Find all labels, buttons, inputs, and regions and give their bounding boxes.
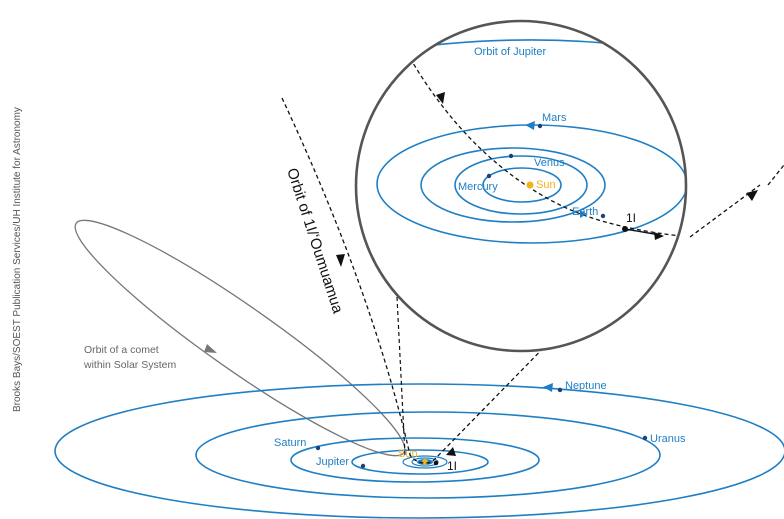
inset-sun-dot — [526, 181, 534, 189]
inset-sun-label: Sun — [536, 179, 556, 191]
inset-jupiter-label: Orbit of Jupiter — [474, 46, 546, 58]
inset-venus-dot — [508, 153, 514, 159]
uranus-dot — [642, 435, 648, 441]
inset-earth-label: Earth — [572, 206, 598, 218]
neptune-label: Neptune — [565, 380, 607, 392]
saturn-orbit — [290, 437, 540, 483]
comet-direction-arrow — [204, 344, 217, 353]
object-label-outer: 1I — [447, 459, 457, 473]
inset-mercury-orbit — [482, 167, 562, 203]
inset-ring — [354, 19, 688, 353]
inset-object-label: 1I — [626, 211, 636, 225]
inset-venus-orbit — [454, 155, 588, 215]
jupiter-label-outer: Jupiter — [316, 456, 349, 468]
outbound-trajectory-top — [767, 164, 784, 186]
inset-mercury-label: Mercury — [458, 181, 498, 193]
uranus-label: Uranus — [650, 433, 686, 445]
neptune-dot — [557, 387, 563, 393]
inset-trajectory-arrow-top — [436, 92, 445, 104]
oumuamua-trajectory-outer — [281, 97, 601, 464]
inset-earth-arrow — [580, 210, 587, 218]
neptune-arrow — [543, 383, 553, 392]
credit-text: Brooks Bays/SOEST Publication Services/U… — [12, 107, 23, 412]
inset-mars-dot — [537, 123, 543, 129]
inset-mercury-dot — [486, 173, 492, 179]
oumuamua-dot-outer — [433, 460, 439, 466]
inset-object-dot — [622, 226, 628, 232]
inset-earth-orbit — [420, 147, 606, 223]
inner-orbit-small-1 — [402, 455, 448, 469]
saturn-label: Saturn — [274, 437, 306, 449]
inset-trajectory — [409, 57, 686, 239]
saturn-dot — [315, 445, 321, 451]
inset-venus-label: Venus — [534, 157, 565, 169]
comet-label-line2: within Solar System — [83, 359, 176, 371]
oumuamua-inbound-arrow — [336, 254, 345, 267]
jupiter-dot — [360, 463, 366, 469]
inset-projection-left — [396, 296, 406, 456]
outer-orbits — [54, 383, 784, 519]
sun-label-outer: Sun — [398, 448, 418, 460]
inset-background — [356, 21, 686, 351]
outbound-arrow — [746, 190, 758, 201]
sun-dot-outer — [422, 459, 428, 465]
trajectory-label: Orbit of 1I/ʻOumuamua — [283, 166, 346, 316]
inset-mars-label: Mars — [542, 112, 567, 124]
inset-mars-arrow — [525, 121, 535, 130]
inset-earth-dot — [600, 213, 606, 219]
uranus-orbit — [195, 411, 661, 499]
oumuamua-outbound-arrow — [446, 447, 456, 456]
comet-label-line1: Orbit of a comet — [84, 344, 159, 356]
neptune-orbit — [54, 383, 784, 519]
inset-object-motion — [624, 228, 661, 236]
comet-orbit — [74, 219, 406, 457]
jupiter-orbit-outer — [351, 449, 489, 475]
